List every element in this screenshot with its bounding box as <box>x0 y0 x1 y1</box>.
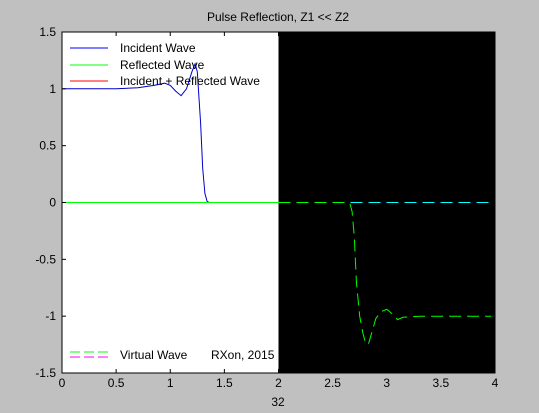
legend-label-reflected: Reflected Wave <box>120 58 205 72</box>
ticks-layer: 0 0.5 1 1.5 2 2.5 3 3.5 4 -1.5 -1 -0.5 0 0.5 1 1.5 <box>35 25 498 390</box>
x-axis-label: 32 <box>271 395 285 409</box>
x-tick-label-6: 3 <box>383 376 390 390</box>
series-line-3 <box>278 202 495 346</box>
series-line-0 <box>62 62 279 203</box>
legend-label-virtual: Virtual Wave <box>120 348 188 362</box>
legend-top: Incident Wave Reflected Wave Incident + … <box>70 41 260 88</box>
x-tick-label-2: 1 <box>167 376 174 390</box>
x-tick-label-7: 3.5 <box>433 376 450 390</box>
series-layer <box>62 62 495 346</box>
y-tick-label-6: 1.5 <box>39 25 56 39</box>
y-tick-label-1: -1 <box>45 309 56 323</box>
y-tick-label-0: -1.5 <box>35 366 56 380</box>
annotation-credit: RXon, 2015 <box>211 348 275 362</box>
x-tick-label-8: 4 <box>492 376 499 390</box>
y-tick-label-3: 0 <box>49 196 56 210</box>
x-tick-label-3: 1.5 <box>216 376 233 390</box>
x-tick-label-5: 2.5 <box>324 376 341 390</box>
y-tick-label-2: -0.5 <box>35 252 56 266</box>
legend-label-sum: Incident + Reflected Wave <box>120 74 260 88</box>
legend-label-incident: Incident Wave <box>120 41 196 55</box>
x-tick-label-1: 0.5 <box>108 376 125 390</box>
y-tick-label-4: 0.5 <box>39 139 56 153</box>
x-tick-label-4: 2 <box>275 376 282 390</box>
chart-title: Pulse Reflection, Z1 << Z2 <box>207 10 349 24</box>
x-tick-label-0: 0 <box>59 376 66 390</box>
y-tick-label-5: 1 <box>49 82 56 96</box>
legend-bottom: Virtual Wave <box>70 348 188 362</box>
